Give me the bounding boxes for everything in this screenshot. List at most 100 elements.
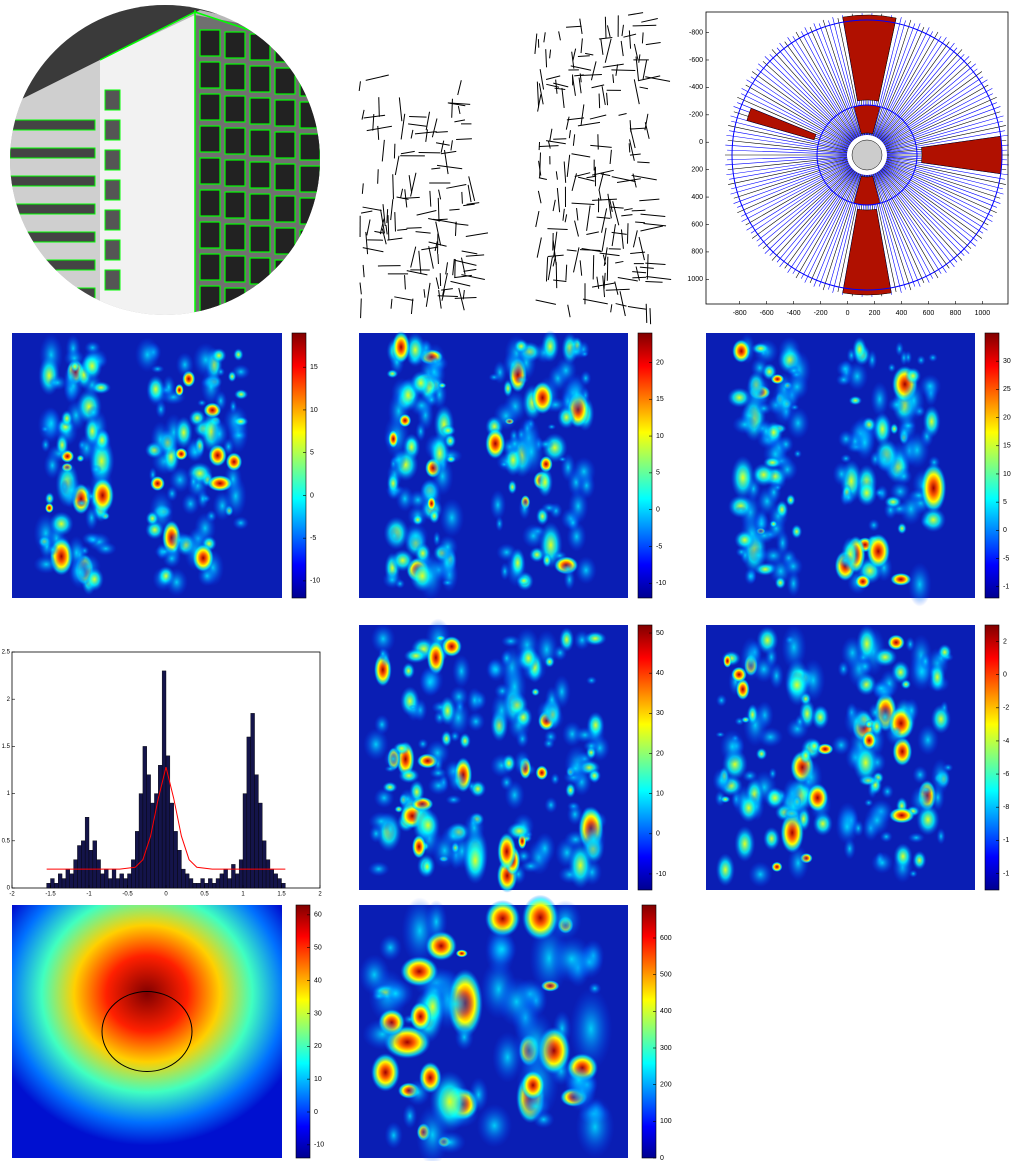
- segment: [636, 267, 639, 281]
- segment: [630, 154, 641, 155]
- window: [225, 64, 245, 90]
- blob: [416, 809, 440, 841]
- segment: [562, 88, 564, 108]
- bar: [62, 879, 66, 888]
- colorbar-tick-label: 0: [310, 492, 314, 499]
- ray: [734, 162, 849, 204]
- blob: [467, 687, 483, 713]
- blob: [400, 686, 420, 716]
- segment: [546, 84, 559, 87]
- x-tick-label: -1: [86, 892, 92, 898]
- blob: [550, 936, 594, 983]
- blob: [392, 449, 407, 470]
- segment: [386, 225, 387, 234]
- blob: [503, 379, 513, 397]
- blob: [59, 478, 84, 502]
- window: [225, 128, 245, 154]
- blob: [226, 452, 243, 471]
- blob: [775, 576, 786, 589]
- blob: [904, 698, 919, 723]
- blob: [553, 645, 567, 661]
- window: [250, 226, 270, 252]
- window: [300, 262, 320, 288]
- blob: [856, 479, 877, 506]
- segment: [548, 257, 552, 280]
- segment: [461, 275, 484, 280]
- segment: [411, 130, 413, 139]
- colorbar-tick-label: 40: [314, 977, 322, 984]
- bar: [174, 831, 178, 888]
- segment: [573, 76, 576, 96]
- ray: [746, 165, 850, 225]
- segment: [650, 308, 651, 324]
- blob: [91, 465, 102, 474]
- x-tick-label: 600: [923, 310, 935, 317]
- blob: [393, 742, 410, 755]
- blob: [387, 985, 403, 1002]
- window: [105, 150, 120, 170]
- blob: [557, 406, 576, 429]
- segment: [461, 258, 465, 275]
- bar: [108, 879, 112, 888]
- window: [275, 100, 295, 126]
- segment: [441, 289, 453, 291]
- segment: [439, 290, 442, 308]
- segment: [581, 38, 582, 53]
- segment: [621, 215, 632, 216]
- window: [200, 62, 220, 88]
- blob: [399, 789, 416, 810]
- window-row: [10, 260, 95, 270]
- blob: [762, 363, 777, 380]
- blob: [47, 544, 59, 556]
- segment: [612, 177, 636, 182]
- blob: [505, 780, 525, 809]
- window: [225, 288, 245, 314]
- blob: [410, 371, 431, 396]
- colorbar: [292, 333, 306, 598]
- blob: [584, 631, 607, 646]
- segment: [426, 283, 430, 307]
- bar: [231, 864, 235, 888]
- segment: [391, 299, 392, 309]
- segment: [634, 79, 639, 104]
- blob: [768, 767, 777, 779]
- ray: [737, 162, 848, 207]
- colorbar-tick-label: 10: [656, 433, 664, 440]
- blob: [884, 496, 902, 509]
- x-tick-label: 1: [241, 892, 245, 898]
- segment: [432, 119, 437, 138]
- bar: [139, 794, 143, 888]
- ray: [884, 80, 987, 145]
- segment: [640, 226, 662, 231]
- blob: [921, 507, 946, 532]
- segment: [646, 304, 647, 323]
- blob: [448, 770, 467, 792]
- blob: [486, 658, 506, 682]
- segment: [537, 82, 538, 108]
- segment: [602, 228, 606, 252]
- blob: [897, 523, 907, 535]
- bar: [51, 879, 55, 888]
- heatmap: [706, 624, 975, 890]
- blob: [807, 784, 829, 812]
- colorbar-tick-label: -5: [1003, 555, 1009, 562]
- segment: [640, 267, 654, 268]
- window: [300, 134, 320, 160]
- bar: [181, 869, 185, 888]
- blob: [558, 456, 567, 462]
- blob: [905, 637, 915, 652]
- blob: [564, 569, 575, 590]
- blob: [776, 500, 789, 519]
- blob: [470, 780, 486, 797]
- blob: [763, 827, 780, 851]
- bar: [101, 874, 105, 888]
- segment: [387, 209, 388, 223]
- blob: [537, 467, 553, 497]
- blob: [909, 870, 918, 878]
- colorbar: [642, 905, 656, 1158]
- blob: [938, 644, 952, 661]
- colorbar-tick-label: 40: [656, 670, 664, 677]
- window: [250, 290, 270, 316]
- ray: [884, 165, 988, 225]
- segment: [610, 150, 611, 164]
